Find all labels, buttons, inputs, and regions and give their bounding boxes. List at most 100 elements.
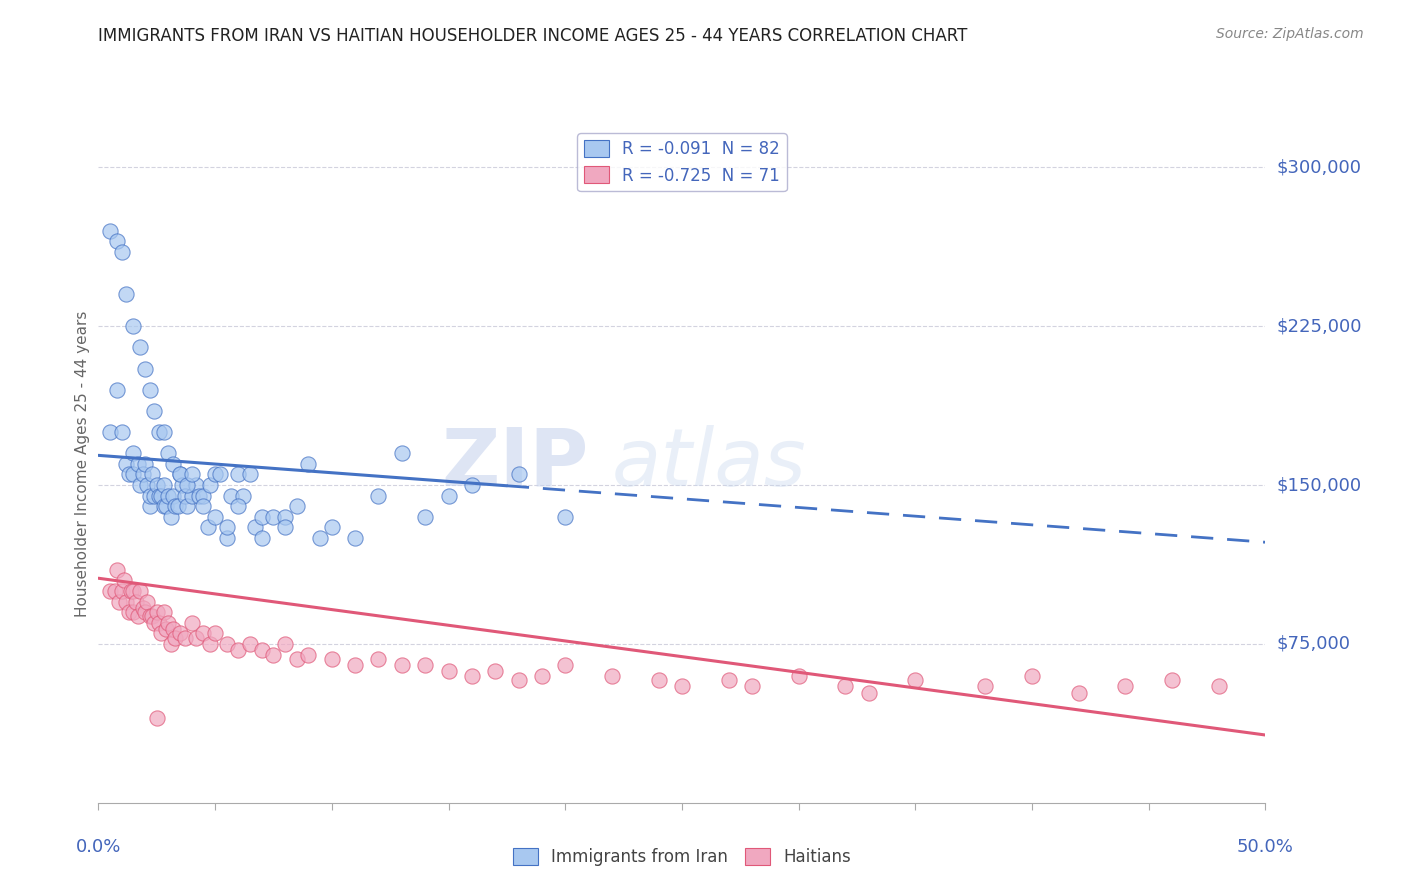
- Y-axis label: Householder Income Ages 25 - 44 years: Householder Income Ages 25 - 44 years: [75, 310, 90, 617]
- Point: [152, 425, 174, 439]
- Point: [461, 478, 484, 492]
- Point: [143, 615, 166, 630]
- Text: 50.0%: 50.0%: [1237, 838, 1294, 855]
- Point: [122, 319, 145, 334]
- Point: [671, 679, 693, 693]
- Point: [176, 478, 198, 492]
- Point: [321, 520, 343, 534]
- Point: [120, 583, 142, 598]
- Point: [508, 467, 530, 482]
- Point: [180, 467, 202, 482]
- Point: [134, 605, 156, 619]
- Point: [115, 287, 138, 301]
- Point: [197, 520, 219, 534]
- Point: [146, 478, 169, 492]
- Point: [262, 509, 284, 524]
- Point: [169, 467, 191, 482]
- Point: [139, 500, 162, 514]
- Point: [215, 531, 238, 545]
- Point: [262, 648, 284, 662]
- Point: [150, 489, 173, 503]
- Point: [647, 673, 669, 687]
- Point: [186, 478, 208, 492]
- Point: [132, 467, 155, 482]
- Point: [146, 711, 169, 725]
- Point: [111, 425, 134, 439]
- Point: [186, 631, 208, 645]
- Point: [148, 425, 170, 439]
- Point: [461, 669, 484, 683]
- Point: [112, 574, 135, 588]
- Point: [193, 500, 215, 514]
- Text: $225,000: $225,000: [1277, 318, 1362, 335]
- Point: [228, 500, 250, 514]
- Point: [173, 631, 195, 645]
- Point: [108, 594, 131, 608]
- Point: [180, 615, 202, 630]
- Point: [1114, 679, 1136, 693]
- Point: [122, 446, 145, 460]
- Point: [321, 651, 343, 665]
- Point: [122, 605, 145, 619]
- Point: [169, 467, 191, 482]
- Point: [159, 509, 181, 524]
- Point: [173, 489, 195, 503]
- Point: [139, 489, 162, 503]
- Point: [146, 605, 169, 619]
- Point: [200, 478, 222, 492]
- Point: [157, 446, 180, 460]
- Point: [297, 457, 319, 471]
- Point: [834, 679, 856, 693]
- Point: [200, 637, 222, 651]
- Point: [1067, 685, 1090, 699]
- Point: [134, 457, 156, 471]
- Point: [437, 665, 460, 679]
- Point: [165, 500, 187, 514]
- Point: [122, 467, 145, 482]
- Point: [974, 679, 997, 693]
- Point: [180, 489, 202, 503]
- Point: [115, 594, 138, 608]
- Point: [136, 478, 159, 492]
- Text: Source: ZipAtlas.com: Source: ZipAtlas.com: [1216, 27, 1364, 41]
- Point: [717, 673, 740, 687]
- Point: [122, 583, 145, 598]
- Text: $75,000: $75,000: [1277, 635, 1351, 653]
- Point: [215, 520, 238, 534]
- Point: [134, 361, 156, 376]
- Point: [143, 404, 166, 418]
- Point: [157, 489, 180, 503]
- Point: [274, 520, 297, 534]
- Point: [98, 224, 121, 238]
- Point: [136, 594, 159, 608]
- Point: [125, 594, 148, 608]
- Point: [600, 669, 623, 683]
- Point: [309, 531, 332, 545]
- Point: [1208, 679, 1230, 693]
- Point: [367, 489, 389, 503]
- Point: [159, 637, 181, 651]
- Point: [1021, 669, 1043, 683]
- Text: 0.0%: 0.0%: [76, 838, 121, 855]
- Point: [215, 637, 238, 651]
- Point: [204, 467, 226, 482]
- Point: [157, 615, 180, 630]
- Point: [172, 478, 194, 492]
- Point: [232, 489, 254, 503]
- Text: IMMIGRANTS FROM IRAN VS HAITIAN HOUSEHOLDER INCOME AGES 25 - 44 YEARS CORRELATIO: IMMIGRANTS FROM IRAN VS HAITIAN HOUSEHOL…: [98, 27, 967, 45]
- Point: [162, 622, 184, 636]
- Point: [104, 583, 127, 598]
- Point: [115, 457, 138, 471]
- Point: [193, 626, 215, 640]
- Point: [155, 622, 177, 636]
- Point: [141, 609, 163, 624]
- Point: [208, 467, 231, 482]
- Point: [127, 609, 149, 624]
- Point: [98, 425, 121, 439]
- Point: [105, 563, 128, 577]
- Point: [228, 643, 250, 657]
- Legend: Immigrants from Iran, Haitians: Immigrants from Iran, Haitians: [506, 841, 858, 872]
- Point: [554, 509, 576, 524]
- Point: [228, 467, 250, 482]
- Point: [118, 467, 141, 482]
